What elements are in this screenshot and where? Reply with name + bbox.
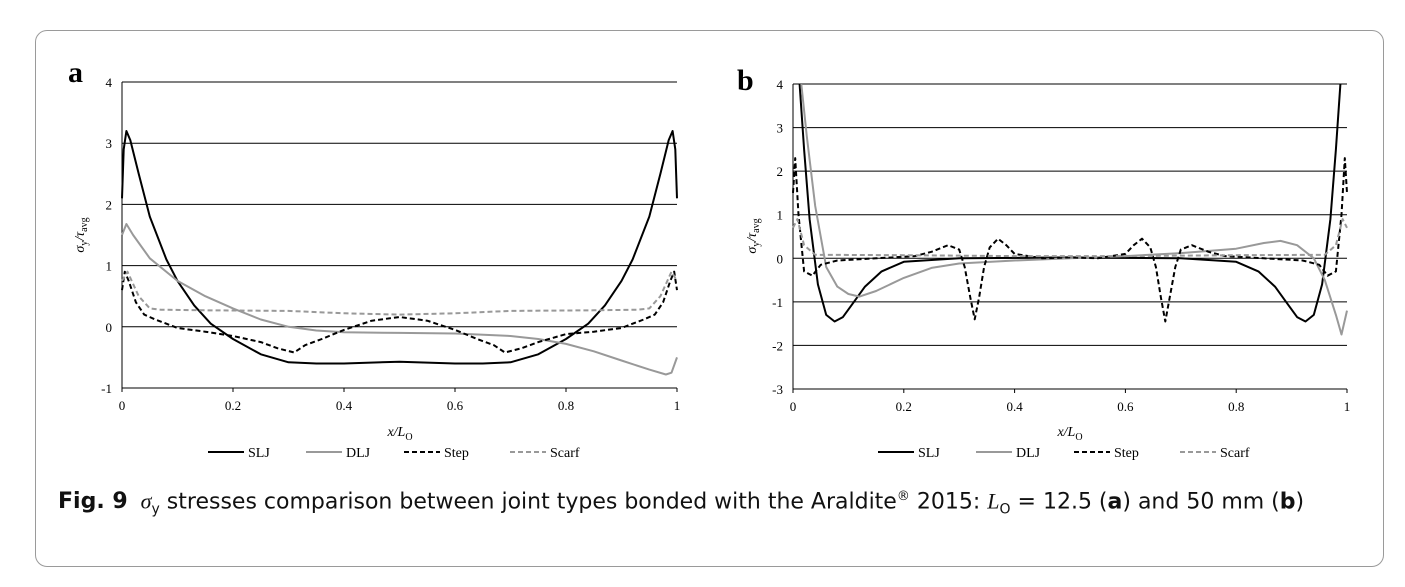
- y-axis-title-mid: /τ: [73, 231, 88, 242]
- caption-end: ): [1295, 489, 1305, 515]
- y-tick-label: 2: [777, 164, 784, 179]
- y-tick-label: 0: [106, 320, 113, 335]
- x-tick-label: 0: [119, 398, 126, 413]
- y-tick-label: 2: [106, 197, 113, 212]
- caption-eq: = 12.5 (: [1010, 489, 1108, 515]
- figure-label: Fig. 9: [58, 489, 128, 515]
- legend-label-scarf: Scarf: [1220, 446, 1250, 461]
- plot-area: [792, 83, 1348, 390]
- chart-panel-b: b 0 0.2 0.4 0.6 0.8 1 -3 -2 -1 0 1 2 3 4 x/LO σy/τavg…: [737, 64, 1350, 461]
- y-tick-label: 0: [777, 251, 784, 266]
- panel-label: a: [68, 56, 83, 89]
- x-axis-title-main: x/L: [386, 425, 405, 440]
- y-axis-title-main: σ: [745, 246, 760, 254]
- plot-area: [121, 81, 678, 389]
- legend-label-step: Step: [1114, 446, 1139, 461]
- axis-ticks: 0 0.2 0.4 0.6 0.8 1 -3 -2 -1 0 1 2 3 4: [772, 77, 1350, 414]
- y-tick-label: -1: [772, 295, 783, 310]
- y-tick-label: 3: [106, 136, 113, 151]
- x-axis-title-sub: O: [1075, 432, 1082, 443]
- y-axis-title-sub2: avg: [79, 217, 90, 231]
- caption-sigma: σ: [140, 488, 152, 514]
- series-line-dlj: [121, 223, 678, 376]
- x-axis-title-main: x/L: [1056, 425, 1075, 440]
- caption-a: a: [1107, 489, 1123, 515]
- legend-label-scarf: Scarf: [550, 446, 580, 461]
- panel-label: b: [737, 64, 754, 97]
- series-line-slj: [121, 130, 678, 365]
- x-tick-label: 0.2: [225, 398, 241, 413]
- legend: SLJ DLJ Step Scarf: [878, 446, 1250, 461]
- series-line-step: [121, 270, 678, 354]
- legend-label-dlj: DLJ: [346, 446, 371, 461]
- caption-reg: ®: [896, 489, 910, 504]
- series-line-step: [792, 157, 1348, 323]
- y-axis-title-sub1: y: [79, 241, 90, 246]
- y-tick-label: 4: [106, 75, 113, 90]
- x-axis-title: x/LO: [1056, 425, 1082, 443]
- y-tick-label: 1: [106, 259, 113, 274]
- figure-frame: [35, 30, 1384, 567]
- series-line-dlj: [800, 83, 1348, 336]
- caption-L: L: [987, 488, 1000, 514]
- legend: SLJ DLJ Step Scarf: [208, 446, 580, 461]
- x-tick-label: 0: [790, 399, 797, 414]
- series-line-scarf: [792, 218, 1348, 258]
- y-axis-title: σy/τavg: [745, 218, 762, 253]
- y-axis-title-mid: /τ: [745, 232, 760, 243]
- axis-ticks: 0 0.2 0.4 0.6 0.8 1 -1 0 1 2 3 4: [101, 75, 680, 413]
- x-tick-label: 0.6: [447, 398, 464, 413]
- x-tick-label: 0.6: [1117, 399, 1134, 414]
- x-axis-title: x/LO: [386, 425, 412, 443]
- y-axis-title-sub1: y: [751, 242, 762, 247]
- legend-label-dlj: DLJ: [1016, 446, 1041, 461]
- y-axis-title-sub2: avg: [751, 218, 762, 232]
- x-axis-title-sub: O: [405, 432, 412, 443]
- y-axis-title-main: σ: [73, 245, 88, 253]
- y-tick-label: 4: [777, 77, 784, 92]
- y-tick-label: 1: [777, 208, 784, 223]
- caption-text2: 2015:: [909, 489, 988, 515]
- legend-label-slj: SLJ: [248, 446, 270, 461]
- y-tick-label: 3: [777, 121, 784, 136]
- caption-text1: stresses comparison between joint types …: [159, 489, 897, 515]
- legend-label-step: Step: [444, 446, 469, 461]
- x-tick-label: 1: [674, 398, 681, 413]
- caption-sigma-sub: y: [151, 501, 160, 518]
- y-tick-label: -2: [772, 338, 783, 353]
- series-line-slj: [798, 83, 1342, 323]
- x-tick-label: 0.4: [336, 398, 353, 413]
- x-tick-label: 0.4: [1006, 399, 1023, 414]
- caption-L-sub: O: [999, 501, 1011, 518]
- caption-b: b: [1279, 489, 1296, 515]
- caption-mid: ) and 50 mm (: [1122, 489, 1280, 515]
- legend-label-slj: SLJ: [918, 446, 940, 461]
- y-axis-title: σy/τavg: [73, 217, 90, 252]
- x-tick-label: 0.8: [558, 398, 574, 413]
- series-line-scarf: [121, 270, 678, 316]
- figure-caption: Fig. 9 σy stresses comparison between jo…: [58, 480, 1358, 527]
- chart-panel-a: a 0 0.2 0.4 0.6 0.8 1 -1 0 1 2 3 4 x/LO σy/τavg SLJ…: [68, 56, 680, 461]
- x-tick-label: 0.2: [896, 399, 912, 414]
- y-tick-label: -3: [772, 382, 783, 397]
- x-tick-label: 1: [1344, 399, 1351, 414]
- x-tick-label: 0.8: [1228, 399, 1244, 414]
- y-tick-label: -1: [101, 381, 112, 396]
